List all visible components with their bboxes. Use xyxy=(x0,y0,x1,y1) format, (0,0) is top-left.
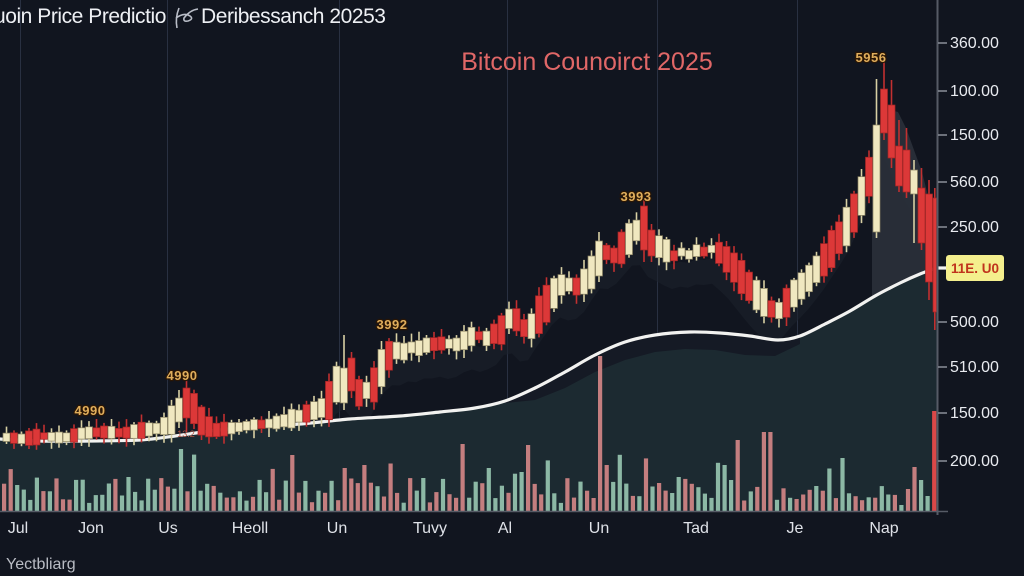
svg-text:500.00: 500.00 xyxy=(950,314,999,331)
svg-text:Jon: Jon xyxy=(78,520,104,537)
svg-text:Un: Un xyxy=(327,520,347,537)
svg-text:Je: Je xyxy=(787,520,804,537)
svg-text:100.00: 100.00 xyxy=(950,83,999,100)
svg-text:11E. U0: 11E. U0 xyxy=(951,261,999,276)
svg-text:Bitcoin Counoirct 2025: Bitcoin Counoirct 2025 xyxy=(461,48,713,76)
svg-text:5956: 5956 xyxy=(856,50,887,65)
svg-text:560.00: 560.00 xyxy=(950,174,999,191)
svg-text:4990: 4990 xyxy=(75,403,106,418)
svg-text:Heoll: Heoll xyxy=(232,520,268,537)
svg-text:13.2: 13.2 xyxy=(177,429,195,439)
svg-text:Deribessanch 20253: Deribessanch 20253 xyxy=(201,5,386,28)
svg-text:Un: Un xyxy=(589,520,609,537)
svg-text:Jul: Jul xyxy=(8,520,28,537)
svg-text:150.00: 150.00 xyxy=(950,405,999,422)
svg-text:Us: Us xyxy=(158,520,178,537)
svg-text:360.00: 360.00 xyxy=(950,35,999,52)
svg-text:150.00: 150.00 xyxy=(950,127,999,144)
svg-text:Nap: Nap xyxy=(869,520,898,537)
svg-text:510.00: 510.00 xyxy=(950,359,999,376)
svg-text:Tad: Tad xyxy=(683,520,709,537)
svg-text:Al: Al xyxy=(498,520,512,537)
svg-text:3993: 3993 xyxy=(621,189,652,204)
svg-text:250.00: 250.00 xyxy=(950,219,999,236)
svg-text:4990: 4990 xyxy=(167,368,198,383)
svg-text:uoin Price Predictio: uoin Price Predictio xyxy=(0,5,166,28)
svg-text:Tuvy: Tuvy xyxy=(413,520,447,537)
svg-text:Yectbliarg: Yectbliarg xyxy=(6,556,76,573)
svg-text:200.00: 200.00 xyxy=(950,453,999,470)
svg-text:3992: 3992 xyxy=(377,317,408,332)
